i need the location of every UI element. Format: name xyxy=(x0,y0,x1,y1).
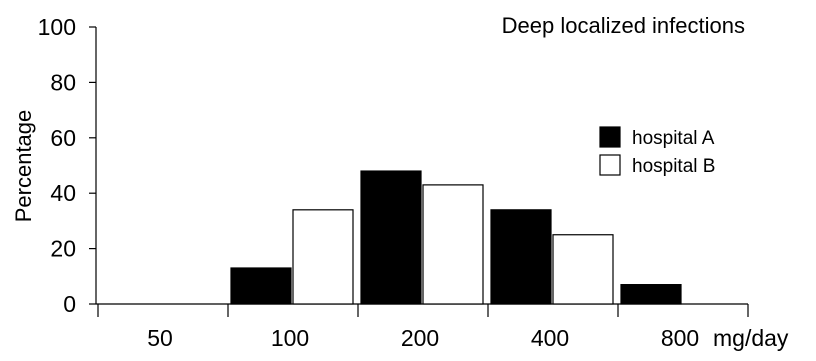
bar-hospital-a-800 xyxy=(620,284,682,305)
y-tick-label: 40 xyxy=(50,180,76,206)
x-tick-label: 400 xyxy=(531,325,569,351)
x-tick-label: 50 xyxy=(147,325,173,351)
legend-swatch xyxy=(599,126,621,148)
y-tick-label: 60 xyxy=(50,125,76,151)
chart-title: Deep localized infections xyxy=(502,13,745,38)
y-tick-label: 100 xyxy=(38,14,76,40)
x-tick-label: 100 xyxy=(271,325,309,351)
bar-hospital-b-400 xyxy=(552,234,614,305)
bar-hospital-b-200 xyxy=(422,184,484,305)
bar-hospital-a-100 xyxy=(230,267,292,305)
x-tick-label: 200 xyxy=(401,325,439,351)
legend-swatch xyxy=(599,154,621,176)
x-unit-label: mg/day xyxy=(713,325,789,351)
y-axis-label: Percentage xyxy=(11,110,36,223)
bar-hospital-a-400 xyxy=(490,209,552,305)
y-tick-label: 20 xyxy=(50,236,76,262)
legend-label: hospital A xyxy=(632,128,715,149)
bar-hospital-a-200 xyxy=(360,170,422,305)
bar-hospital-b-100 xyxy=(292,209,354,305)
legend-label: hospital B xyxy=(632,156,715,177)
y-tick-label: 0 xyxy=(63,291,76,317)
y-tick-label: 80 xyxy=(50,69,76,95)
x-tick-label: 800 xyxy=(661,325,699,351)
